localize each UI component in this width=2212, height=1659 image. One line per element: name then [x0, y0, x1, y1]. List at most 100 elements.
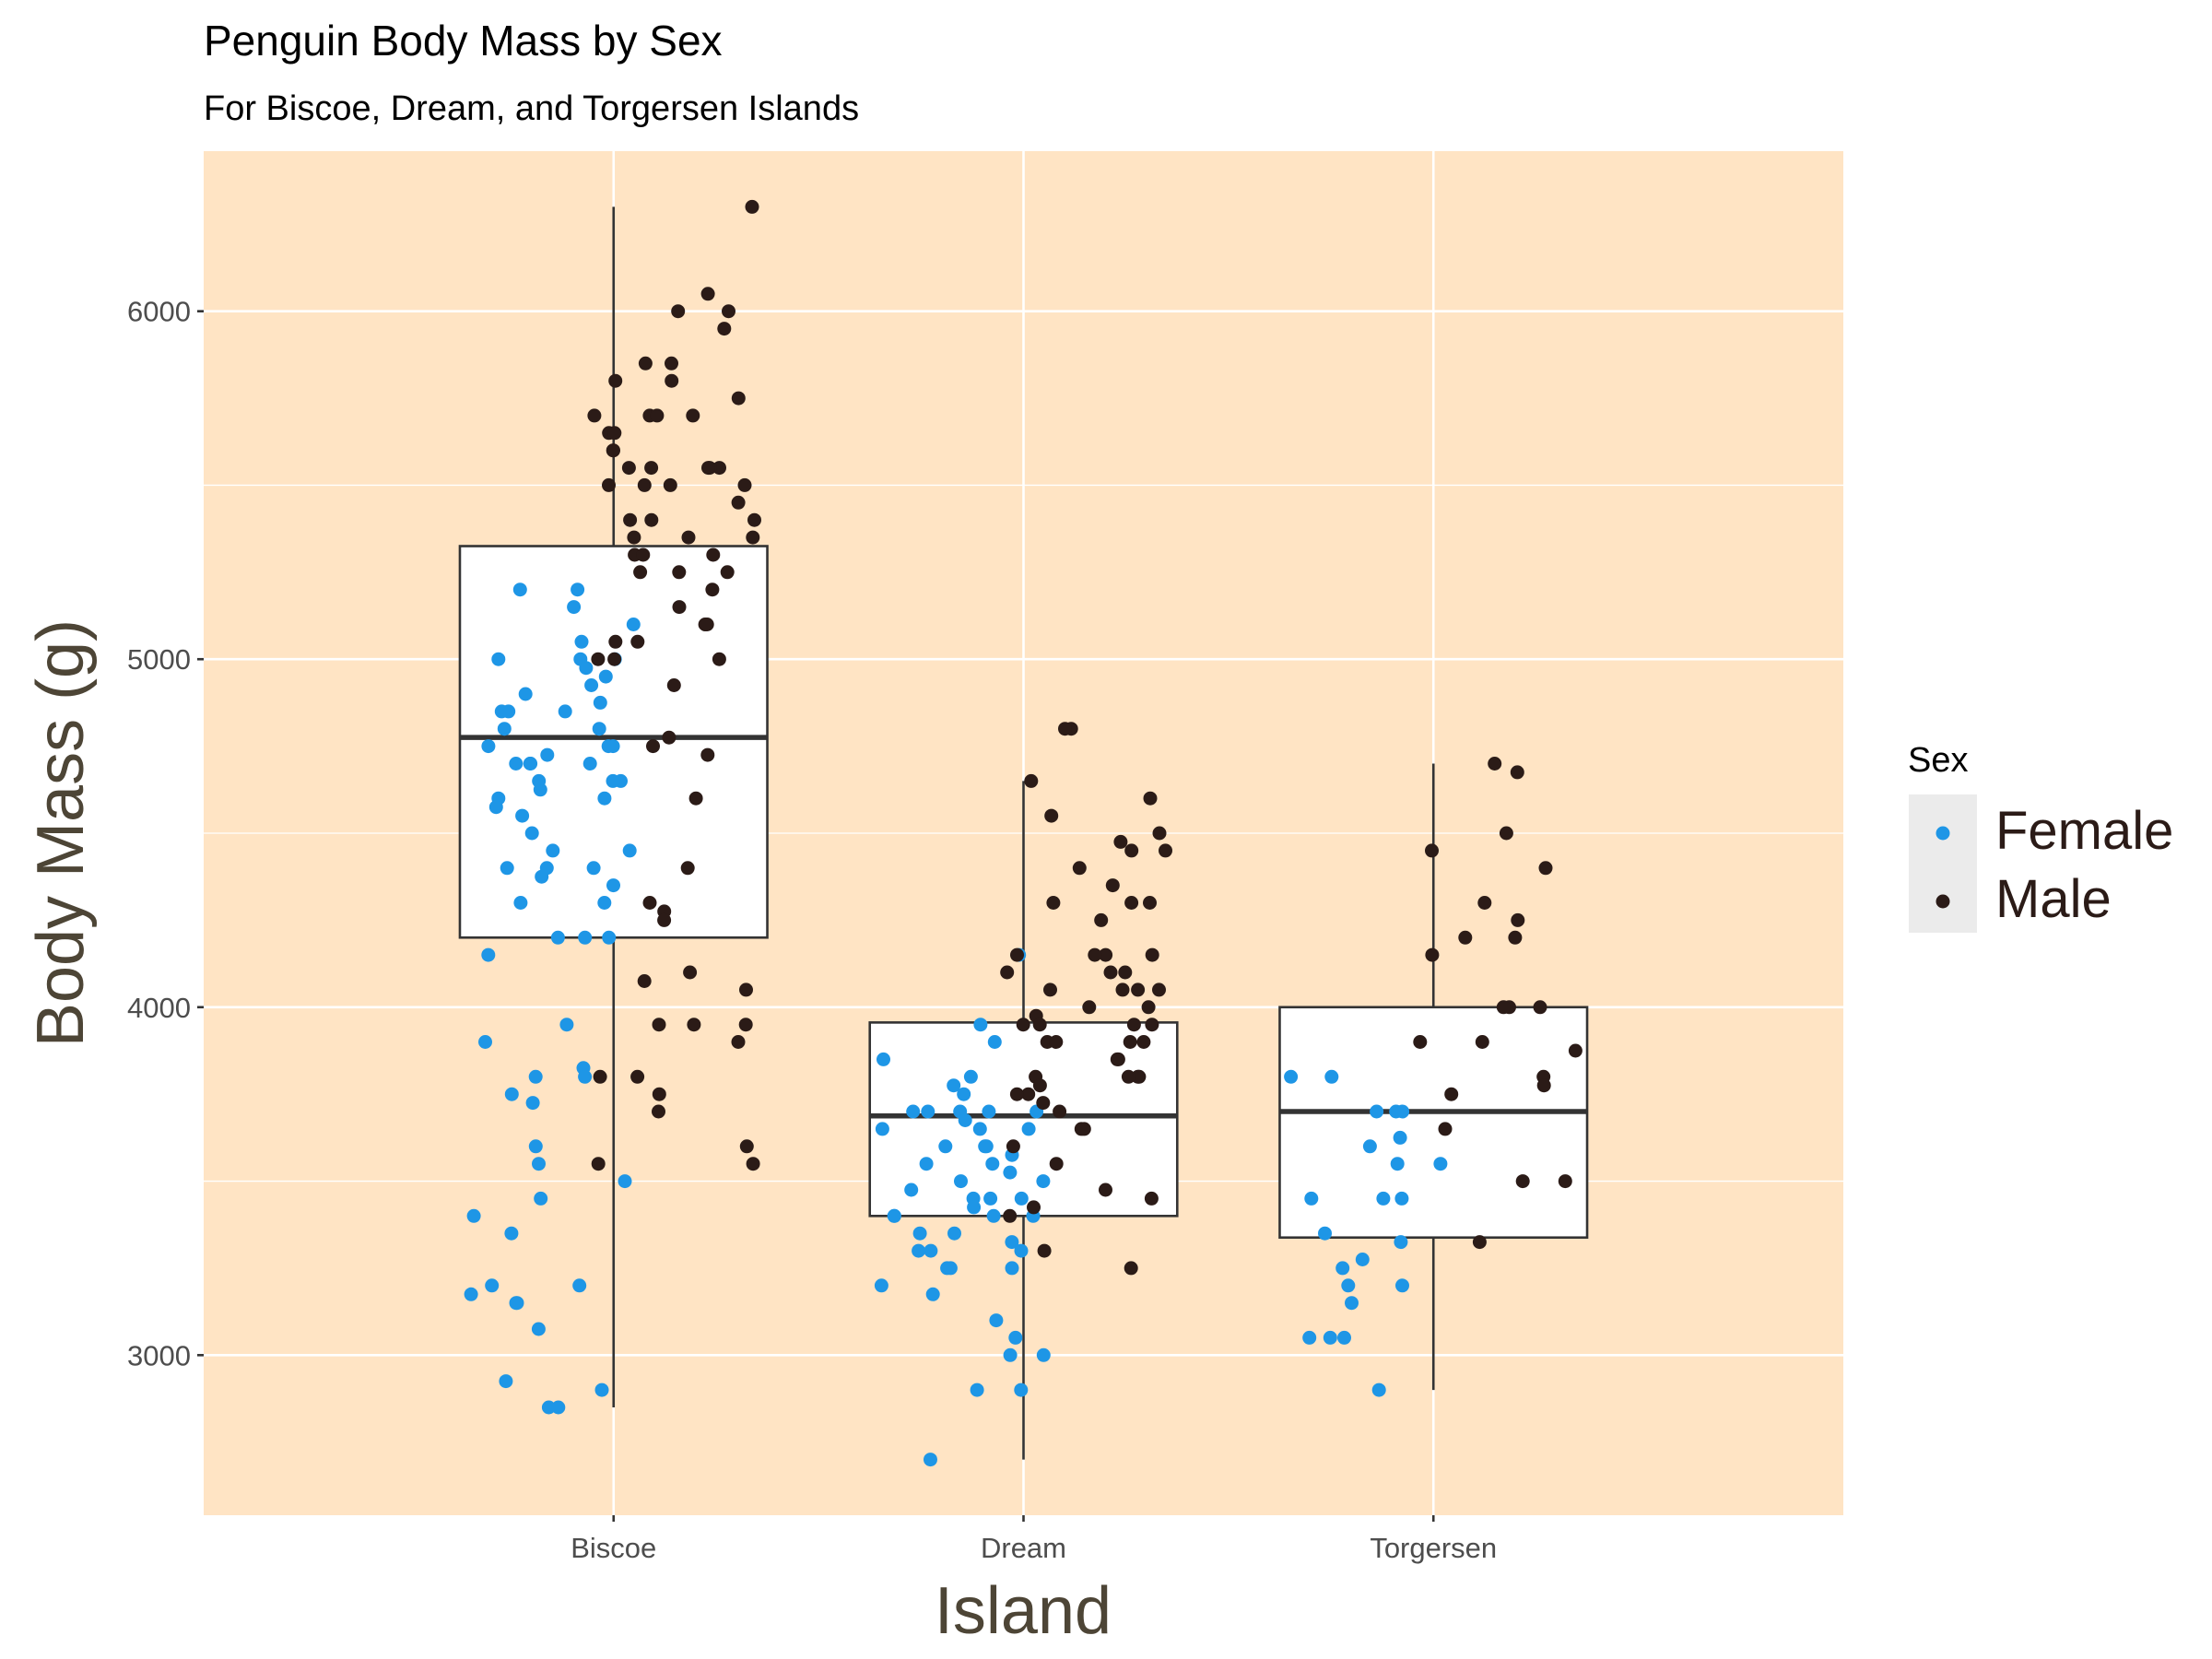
- data-point-male: [1143, 896, 1157, 910]
- data-point-female: [509, 1296, 524, 1311]
- legend-male-label: Male: [1995, 869, 2112, 929]
- data-point-female: [979, 1139, 994, 1154]
- x-axis-title: Island: [935, 1574, 1112, 1648]
- data-point-male: [1515, 1174, 1530, 1189]
- data-point-male: [1099, 947, 1113, 962]
- data-point-female: [1370, 1104, 1384, 1119]
- data-point-female: [481, 947, 496, 962]
- data-point-male: [1036, 1096, 1051, 1111]
- data-point-female: [1036, 1174, 1051, 1189]
- data-point-male: [1508, 930, 1523, 945]
- data-point-female: [1318, 1226, 1332, 1241]
- data-point-male: [1094, 912, 1109, 927]
- data-point-female: [1394, 1235, 1408, 1250]
- data-point-female: [497, 722, 512, 736]
- data-point-female: [606, 773, 620, 788]
- data-point-female: [528, 1069, 543, 1084]
- legend-female-label: Female: [1995, 801, 2173, 861]
- data-point-male: [1558, 1174, 1572, 1189]
- data-point-female: [1003, 1165, 1018, 1180]
- data-point-female: [973, 1018, 988, 1032]
- data-point-female: [1335, 1261, 1350, 1276]
- data-point-male: [688, 791, 703, 806]
- data-point-male: [1123, 1035, 1137, 1049]
- data-point-female: [572, 1278, 587, 1293]
- data-point-female: [1341, 1278, 1356, 1293]
- data-point-male: [1111, 1052, 1125, 1066]
- data-point-male: [652, 1018, 666, 1032]
- data-point-female: [531, 1322, 546, 1336]
- series-female: [464, 582, 1448, 1467]
- data-point-male: [1009, 1087, 1024, 1101]
- data-point-male: [633, 565, 648, 580]
- data-point-female: [967, 1200, 982, 1215]
- data-point-male: [627, 530, 641, 545]
- data-point-female: [501, 704, 516, 719]
- data-point-female: [1371, 1382, 1386, 1397]
- data-point-male: [722, 304, 735, 319]
- data-point-male: [1044, 808, 1059, 823]
- data-point-female: [525, 1096, 540, 1111]
- data-point-female: [1021, 1122, 1036, 1136]
- data-point-female: [597, 896, 612, 910]
- data-point-male: [738, 1018, 753, 1032]
- data-point-male: [737, 477, 752, 492]
- data-point-female: [546, 843, 560, 858]
- data-point-male: [1058, 722, 1072, 736]
- data-point-male: [1032, 1018, 1047, 1032]
- data-point-male: [644, 512, 659, 527]
- data-point-male: [642, 896, 657, 910]
- data-point-male: [731, 1035, 746, 1049]
- data-point-female: [466, 1208, 481, 1223]
- data-point-male: [712, 461, 726, 476]
- data-point-male: [666, 678, 681, 692]
- data-point-female: [534, 1191, 548, 1206]
- data-point-female: [943, 1261, 958, 1276]
- data-point-female: [567, 600, 582, 615]
- data-point-female: [578, 1069, 593, 1084]
- data-point-male: [623, 512, 638, 527]
- data-point-male: [746, 1157, 760, 1171]
- data-point-female: [1005, 1261, 1019, 1276]
- data-point-male: [739, 982, 753, 997]
- data-point-male: [637, 974, 652, 988]
- data-point-female: [947, 1226, 961, 1241]
- data-point-male: [1152, 982, 1166, 997]
- axes: 3000 4000 5000 6000 Biscoe Dream Torgersen: [127, 296, 1497, 1564]
- data-point-male: [746, 530, 760, 545]
- data-point-male: [1006, 1139, 1020, 1154]
- data-point-female: [499, 1374, 513, 1389]
- data-point-male: [1499, 826, 1513, 841]
- data-point-female: [1394, 1191, 1409, 1206]
- data-point-female: [579, 661, 594, 676]
- data-point-male: [665, 356, 678, 371]
- data-point-male: [731, 495, 746, 510]
- data-point-female: [1014, 1382, 1029, 1397]
- y-tick-label: 3000: [127, 1339, 191, 1371]
- data-point-female: [504, 1087, 519, 1101]
- data-point-female: [989, 1313, 1004, 1328]
- data-point-male: [706, 547, 721, 562]
- data-point-male: [1510, 765, 1524, 780]
- data-point-female: [982, 1104, 996, 1119]
- data-point-male: [1477, 896, 1492, 910]
- data-point-male: [739, 1139, 754, 1154]
- data-point-male: [1082, 1000, 1097, 1015]
- data-point-female: [1395, 1278, 1409, 1293]
- data-point-female: [594, 1382, 609, 1397]
- data-point-male: [1425, 843, 1439, 858]
- boxplots: [458, 206, 1589, 1460]
- data-point-female: [509, 757, 524, 771]
- data-points: [464, 199, 1583, 1467]
- data-point-male: [1538, 861, 1553, 876]
- data-point-male: [1043, 982, 1057, 997]
- data-point-male: [591, 652, 606, 666]
- data-point-male: [700, 747, 715, 762]
- legend: Sex Female Male: [1908, 741, 2173, 933]
- data-point-female: [985, 1157, 1000, 1171]
- data-point-female: [1014, 1243, 1029, 1258]
- data-point-female: [513, 896, 528, 910]
- data-point-male: [1118, 965, 1133, 980]
- data-point-male: [1488, 757, 1502, 771]
- data-point-male: [1438, 1122, 1453, 1136]
